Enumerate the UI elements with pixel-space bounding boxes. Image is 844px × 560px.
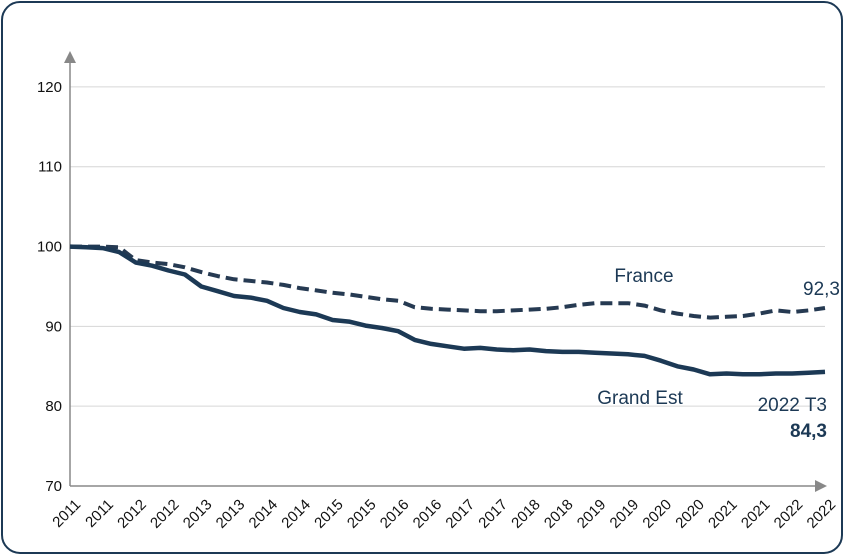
series-label: France — [614, 266, 673, 287]
y-tick-label: 120 — [37, 79, 62, 96]
annotation: 2022 T3 — [758, 395, 827, 416]
y-tick-label: 90 — [45, 318, 62, 335]
series-line — [69, 244, 826, 377]
series-line — [70, 244, 826, 320]
y-tick-label: 110 — [38, 159, 62, 176]
y-tick-label: 70 — [45, 478, 62, 495]
series-label: Grand Est — [597, 388, 683, 409]
annotation: 84,3 — [790, 421, 827, 442]
annotation: 92,3 — [803, 279, 840, 300]
x-axis-arrow — [815, 480, 827, 492]
y-axis-arrow — [64, 51, 76, 63]
y-tick-label: 100 — [37, 239, 62, 256]
y-tick-label: 80 — [45, 398, 62, 415]
